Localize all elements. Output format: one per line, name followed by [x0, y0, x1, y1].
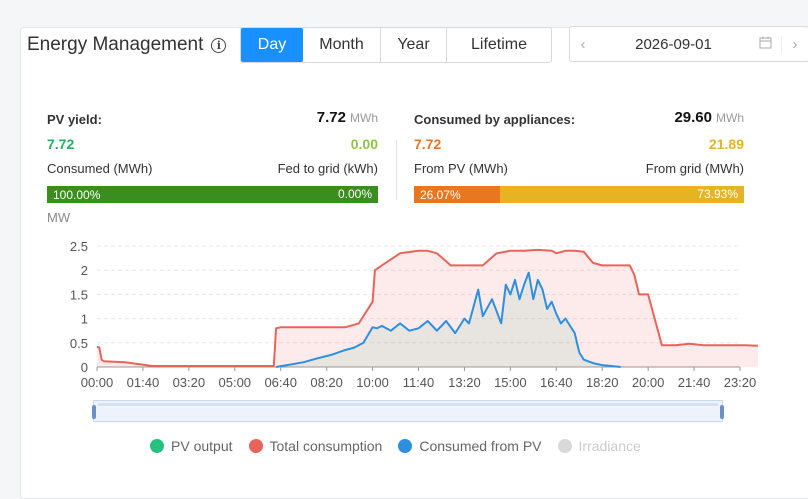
chevron-left-icon[interactable]: ‹	[580, 35, 586, 53]
legend-label: Irradiance	[578, 438, 641, 454]
pv-yield-value: 7.72	[316, 109, 346, 126]
consumed-label: Consumed by appliances:	[414, 112, 576, 127]
pv-fed-label: Fed to grid (kWh)	[277, 161, 378, 176]
info-icon[interactable]: i	[211, 37, 227, 53]
date-value[interactable]: 2026-09-01	[635, 35, 712, 53]
from-grid-value: 21.89	[708, 136, 744, 152]
tab-day[interactable]: Day	[241, 28, 303, 62]
divider	[396, 140, 397, 200]
chevron-right-icon[interactable]: ›	[781, 35, 808, 53]
from-pv-value: 7.72	[414, 136, 442, 152]
consumption-ratio-pv-text: 26.07%	[420, 187, 461, 202]
date-picker[interactable]: ‹ 2026-09-01 ›	[569, 26, 808, 62]
energy-card	[20, 27, 808, 499]
chart-legend: PV output Total consumption Consumed fro…	[150, 438, 657, 454]
consumed-total: 29.60 MWh	[640, 109, 744, 126]
zoom-slider[interactable]	[92, 400, 724, 422]
pv-fed-value: 0.00	[350, 136, 378, 152]
tab-month[interactable]: Month	[303, 28, 381, 62]
pv-ratio-consumed: 100.00%	[47, 186, 378, 203]
pv-yield-total: 7.72 MWh	[300, 109, 378, 126]
legend-item-irradiance[interactable]: Irradiance	[557, 438, 641, 454]
pv-yield-unit: MWh	[350, 111, 378, 125]
pv-consumed-label: Consumed (MWh)	[47, 161, 153, 176]
zoom-handle-left[interactable]	[92, 405, 96, 419]
calendar-icon[interactable]	[759, 36, 781, 52]
tab-year[interactable]: Year	[381, 28, 447, 62]
zoom-handle-right[interactable]	[720, 405, 724, 419]
legend-item-pv-output[interactable]: PV output	[150, 438, 233, 454]
zoom-track	[98, 403, 718, 406]
consumption-ratio-grid-text: 73.93%	[697, 187, 738, 201]
consumption-ratio-bar: 26.07% 73.93%	[414, 186, 744, 203]
legend-item-total-consumption[interactable]: Total consumption	[248, 438, 383, 454]
irradiance-dot-icon	[557, 439, 572, 453]
consumption-ratio-grid	[500, 186, 744, 203]
consumed-unit: MWh	[716, 111, 744, 125]
from-grid-label: From grid (MWh)	[645, 161, 744, 176]
pv-output-dot-icon	[150, 439, 164, 453]
pv-ratio-bar: 100.00% 0.00%	[47, 186, 378, 203]
from-pv-label: From PV (MWh)	[414, 161, 508, 176]
pv-yield-label: PV yield:	[47, 112, 102, 127]
pv-ratio-consumed-text: 100.00%	[53, 187, 101, 202]
total-consumption-dot-icon	[248, 439, 263, 453]
consumed-from-pv-dot-icon	[398, 439, 413, 453]
tab-lifetime[interactable]: Lifetime	[470, 36, 528, 53]
consumption-ratio-pv: 26.07%	[414, 186, 500, 203]
pv-consumed-value: 7.72	[47, 136, 75, 152]
page-title: Energy Management	[27, 34, 204, 55]
pv-ratio-fed-text: 0.00%	[337, 187, 372, 201]
legend-label: Consumed from PV	[419, 438, 542, 454]
legend-label: Total consumption	[269, 438, 383, 454]
consumed-value: 29.60	[674, 109, 712, 126]
period-tabs: Day Month Year Lifetime	[240, 27, 552, 63]
legend-label: PV output	[171, 438, 233, 454]
legend-item-consumed-from-pv[interactable]: Consumed from PV	[398, 438, 542, 454]
title-row: Energy Management i	[27, 34, 227, 56]
